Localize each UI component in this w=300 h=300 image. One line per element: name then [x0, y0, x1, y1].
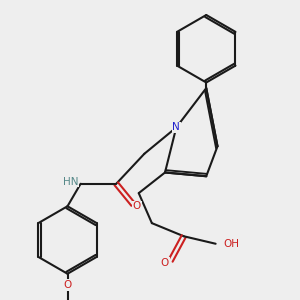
Text: HN: HN — [63, 177, 79, 187]
Text: N: N — [172, 122, 180, 133]
Text: O: O — [161, 257, 169, 268]
Text: O: O — [133, 201, 141, 211]
Text: O: O — [63, 280, 72, 290]
Text: OH: OH — [223, 239, 239, 249]
